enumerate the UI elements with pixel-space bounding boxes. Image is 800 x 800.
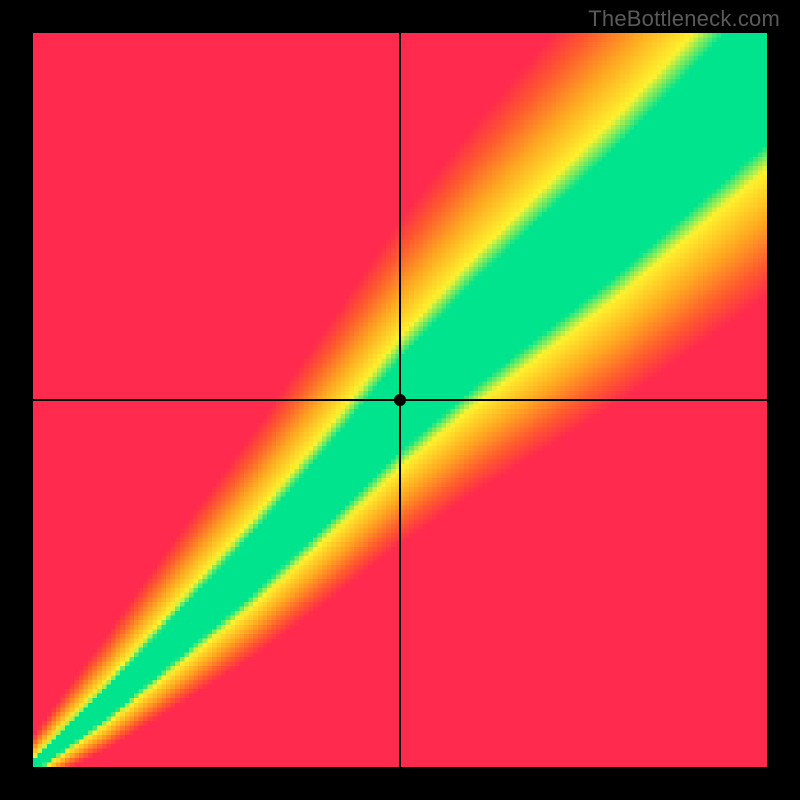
watermark-text: TheBottleneck.com	[588, 6, 780, 32]
crosshair-dot	[394, 394, 406, 406]
